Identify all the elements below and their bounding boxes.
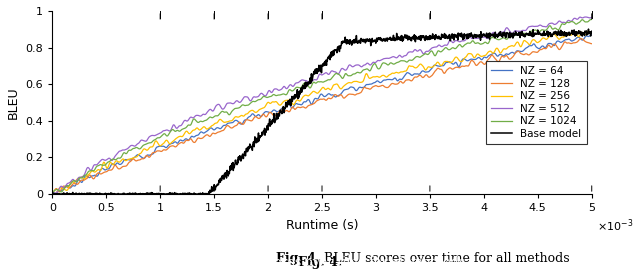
Base model xyxy=(112,192,120,196)
NZ = 128 xyxy=(392,83,400,86)
NZ = 512 xyxy=(376,59,384,62)
NZ = 256 xyxy=(513,41,520,44)
NZ = 512 xyxy=(82,169,90,172)
NZ = 64 xyxy=(82,174,90,177)
Y-axis label: BLEU: BLEU xyxy=(7,86,20,119)
NZ = 256 xyxy=(49,192,56,196)
NZ = 64 xyxy=(376,81,384,84)
X-axis label: Runtime (s): Runtime (s) xyxy=(285,219,358,232)
Base model xyxy=(277,110,285,113)
Base model xyxy=(355,39,363,42)
Text: $\times 10^{-3}$: $\times 10^{-3}$ xyxy=(597,218,634,234)
NZ = 256 xyxy=(392,71,400,74)
NZ = 1024 xyxy=(49,191,56,194)
NZ = 1024 xyxy=(81,174,89,177)
NZ = 128 xyxy=(362,86,369,89)
NZ = 256 xyxy=(376,76,383,79)
NZ = 64 xyxy=(52,192,60,195)
NZ = 64 xyxy=(362,83,370,86)
Line: NZ = 64: NZ = 64 xyxy=(52,35,592,193)
Base model xyxy=(289,100,296,103)
Line: NZ = 1024: NZ = 1024 xyxy=(52,19,592,192)
NZ = 512 xyxy=(393,56,401,60)
NZ = 64 xyxy=(458,58,466,61)
NZ = 1024 xyxy=(392,61,400,65)
NZ = 1024 xyxy=(362,68,369,71)
NZ = 128 xyxy=(81,178,89,181)
NZ = 256 xyxy=(362,73,369,76)
NZ = 128 xyxy=(588,42,596,45)
NZ = 512 xyxy=(49,190,56,193)
NZ = 128 xyxy=(49,192,56,196)
NZ = 1024 xyxy=(458,45,465,48)
NZ = 512 xyxy=(362,62,370,66)
NZ = 512 xyxy=(582,15,589,18)
Line: Base model: Base model xyxy=(52,29,592,194)
Text: BLEU scores over time for all methods: BLEU scores over time for all methods xyxy=(320,252,570,265)
NZ = 1024 xyxy=(376,67,383,70)
NZ = 64 xyxy=(49,190,56,193)
Text: Fig. 4. BLEU scores over time for all methods: Fig. 4. BLEU scores over time for all me… xyxy=(175,256,465,269)
NZ = 128 xyxy=(513,50,520,54)
Base model xyxy=(585,27,593,31)
NZ = 64 xyxy=(514,49,522,52)
Base model xyxy=(90,192,98,195)
Base model xyxy=(298,86,306,89)
NZ = 1024 xyxy=(588,18,596,21)
NZ = 512 xyxy=(588,16,596,19)
NZ = 512 xyxy=(458,39,466,42)
NZ = 1024 xyxy=(513,32,520,36)
Legend: NZ = 64, NZ = 128, NZ = 256, NZ = 512, NZ = 1024, Base model: NZ = 64, NZ = 128, NZ = 256, NZ = 512, N… xyxy=(486,61,586,144)
NZ = 128 xyxy=(577,37,585,40)
NZ = 256 xyxy=(588,30,596,34)
NZ = 256 xyxy=(458,60,465,63)
NZ = 128 xyxy=(458,65,465,68)
Line: NZ = 512: NZ = 512 xyxy=(52,17,592,194)
NZ = 64 xyxy=(393,78,401,82)
NZ = 512 xyxy=(514,30,522,33)
Text: Fig. 4.: Fig. 4. xyxy=(298,256,342,269)
Base model xyxy=(588,30,596,33)
Base model xyxy=(49,192,56,196)
Line: NZ = 128: NZ = 128 xyxy=(52,39,592,194)
Text: Fig. 4.: Fig. 4. xyxy=(276,252,320,265)
NZ = 256 xyxy=(81,177,89,180)
Line: NZ = 256: NZ = 256 xyxy=(52,31,592,194)
NZ = 128 xyxy=(376,85,383,88)
NZ = 64 xyxy=(588,33,596,36)
NZ = 512 xyxy=(51,192,59,195)
NZ = 256 xyxy=(584,30,592,33)
